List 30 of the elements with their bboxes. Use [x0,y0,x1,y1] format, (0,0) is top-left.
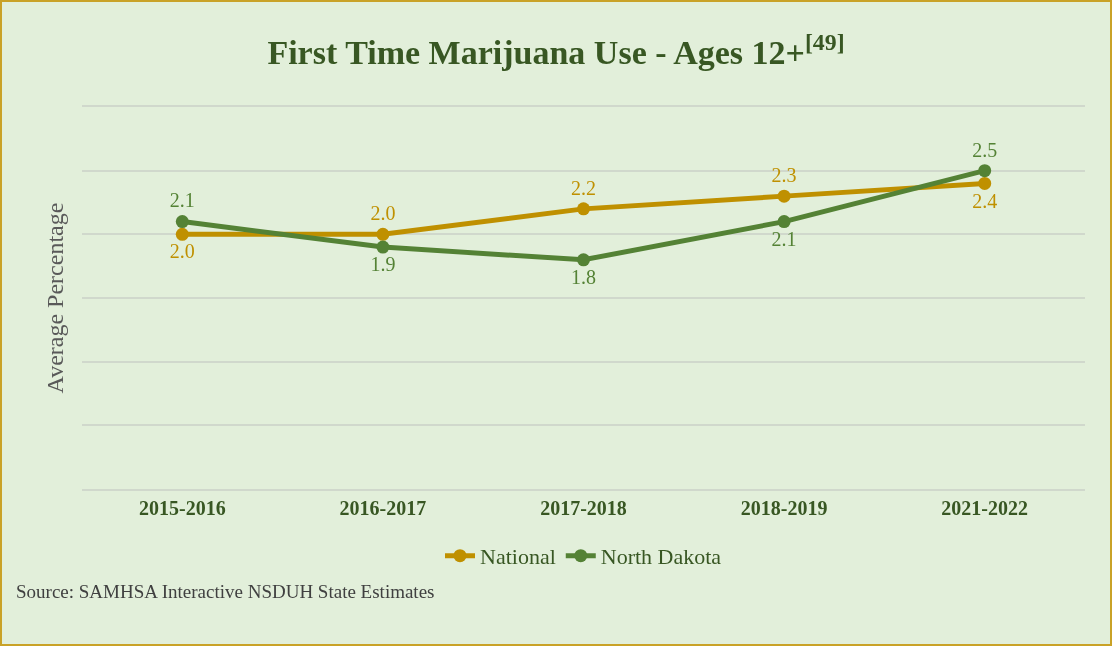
data-label: 2.4 [972,189,998,212]
point [175,215,189,229]
point [978,164,992,178]
data-label: 2.2 [571,176,596,199]
point [777,215,791,229]
x-tick-label: 2018-2019 [740,497,828,519]
x-tick-label: 2021-2022 [941,497,1029,519]
legend-label: National [480,544,556,570]
data-label: 2.0 [169,240,195,263]
data-label: 2.5 [972,138,998,161]
point [376,240,390,254]
x-tick-label: 2016-2017 [339,497,427,519]
source-note: Source: SAMHSA Interactive NSDUH State Estimates [16,581,435,602]
data-label: 2.1 [169,189,195,212]
x-tick-label: 2015-2016 [138,497,226,519]
x-tick-label: 2017-2018 [540,497,627,519]
data-label: 1.9 [370,253,396,276]
legend-label: North Dakota [600,544,722,570]
point [978,176,992,190]
chart-title: First Time Marijuana Use - Ages 12+$^{[49]}$ [267,29,845,72]
data-label: 2.3 [771,164,797,187]
data-label: 2.0 [370,202,396,225]
point [577,202,590,216]
point [175,227,189,241]
point [577,253,590,267]
data-label: 1.8 [571,265,596,288]
point [777,189,791,203]
point [376,227,390,241]
data-label: 2.1 [771,227,797,250]
y-axis-title: Average Percentage [42,202,69,394]
